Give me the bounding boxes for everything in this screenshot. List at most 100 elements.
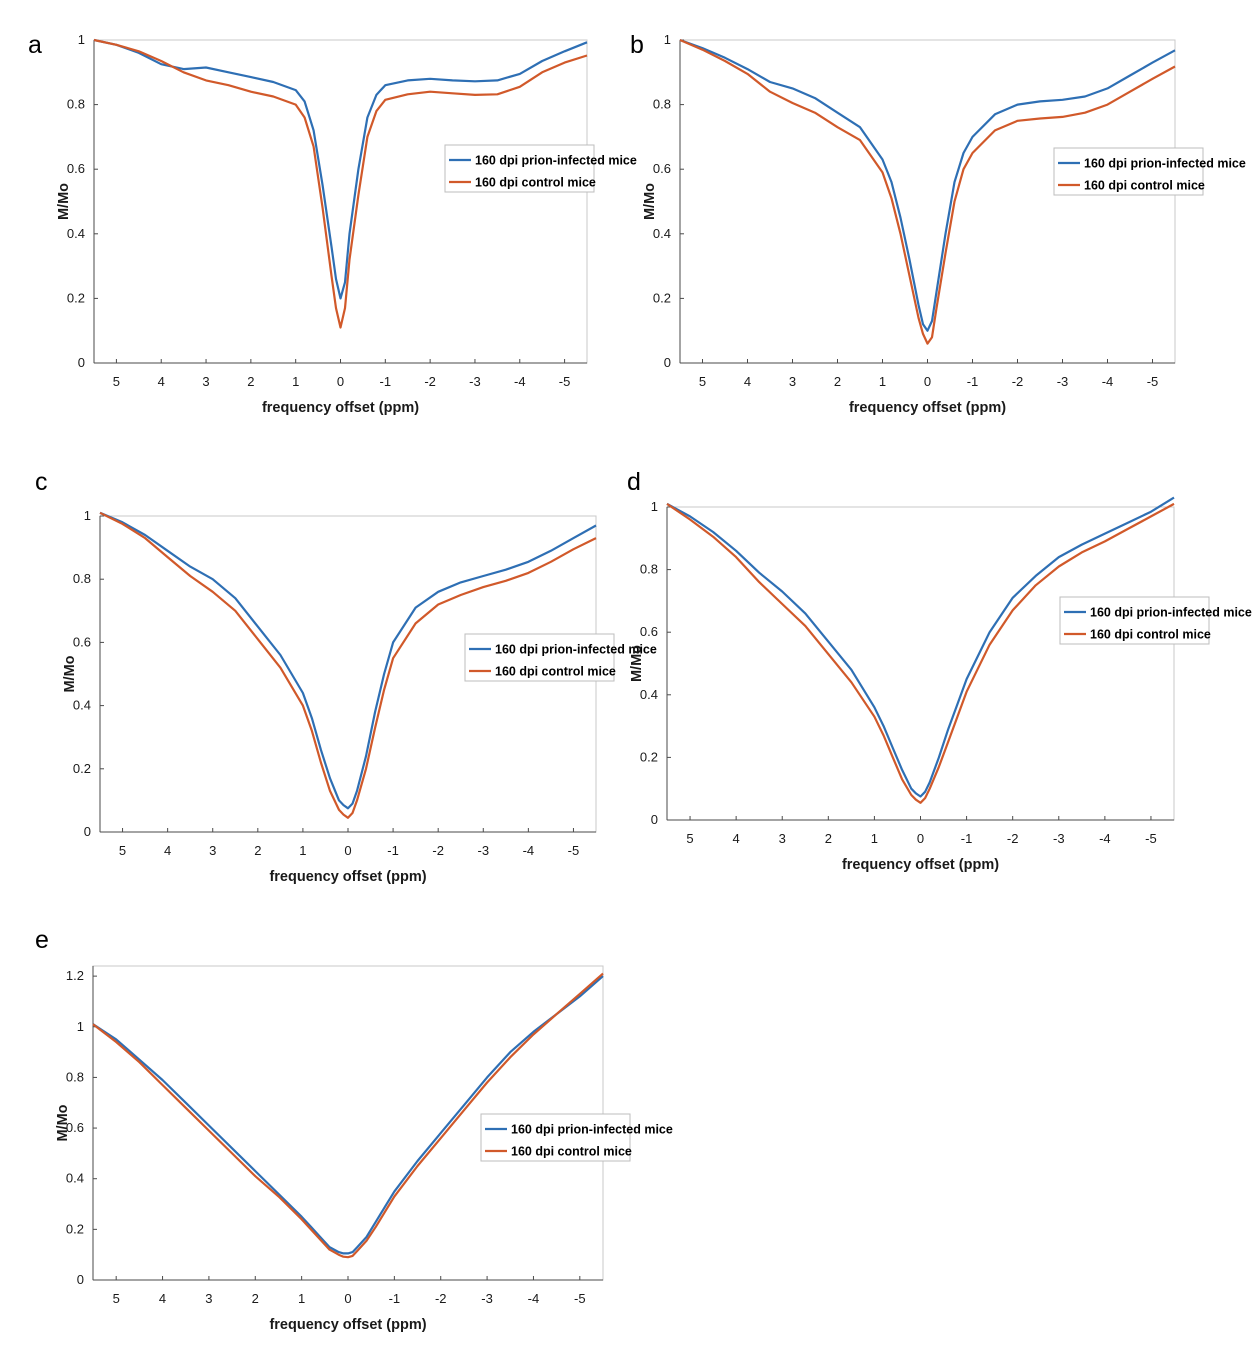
- x-tick-label: -3: [1053, 831, 1065, 846]
- x-tick-label: 0: [344, 1291, 351, 1306]
- x-tick-label: -1: [387, 843, 399, 858]
- y-tick-label: 1.2: [66, 968, 84, 983]
- y-tick-label: 0.6: [66, 1120, 84, 1135]
- x-tick-label: 4: [159, 1291, 166, 1306]
- x-tick-label: -2: [435, 1291, 447, 1306]
- panel-c: c 5 4 3 2 1 0 -1 -2 -3 -4 -5 0 0.2 0.4 0.6 0.8 1 frequency…: [35, 468, 657, 885]
- x-tick-label: -2: [432, 843, 444, 858]
- y-tick-label: 0.2: [653, 290, 671, 305]
- legend-label-control: 160 dpi control mice: [495, 665, 616, 679]
- x-tick-label: -1: [389, 1291, 401, 1306]
- x-axis-title: frequency offset (ppm): [269, 1317, 426, 1333]
- y-tick-label: 0.2: [73, 761, 91, 776]
- x-tick-label: -1: [961, 831, 973, 846]
- x-axis-title: frequency offset (ppm): [269, 869, 426, 885]
- x-tick-label: 3: [202, 374, 209, 389]
- y-tick-label: 0.4: [640, 687, 658, 702]
- legend-label-control: 160 dpi control mice: [511, 1145, 632, 1159]
- x-tick-label: -3: [477, 843, 489, 858]
- y-tick-label: 0: [664, 355, 671, 370]
- series-line-infected: [93, 38, 588, 300]
- panel-e: e 5 4 3 2 1 0 -1 -2 -3 -4 -5 0 0.2 0.4 0.6 0.8 1 1.2 freque…: [35, 926, 673, 1333]
- series-line-control: [93, 38, 588, 329]
- legend-box: [464, 633, 615, 682]
- x-tick-label: 5: [113, 1291, 120, 1306]
- x-tick-label: 2: [247, 374, 254, 389]
- x-tick-label: 1: [299, 843, 306, 858]
- x-tick-label: 2: [254, 843, 261, 858]
- legend: 160 dpi prion-infected mice 160 dpi contr…: [480, 1113, 673, 1162]
- legend: 160 dpi prion-infected mice 160 dpi contr…: [1059, 596, 1252, 645]
- panel-letter: c: [35, 468, 48, 496]
- legend-label-infected: 160 dpi prion-infected mice: [495, 643, 657, 657]
- legend: 160 dpi prion-infected mice 160 dpi contr…: [444, 144, 637, 193]
- y-tick-label: 0.8: [66, 1069, 84, 1084]
- y-tick-label: 1: [78, 32, 85, 47]
- y-axis-title: M/Mo: [629, 645, 645, 682]
- legend: 160 dpi prion-infected mice 160 dpi contr…: [464, 633, 657, 682]
- x-tick-label: 3: [209, 843, 216, 858]
- y-tick-label: 1: [84, 508, 91, 523]
- plot-frame: [666, 506, 1175, 821]
- panel-letter: a: [28, 31, 42, 59]
- legend-box: [444, 144, 595, 193]
- y-tick-label: 0.8: [67, 97, 85, 112]
- x-tick-label: 0: [344, 843, 351, 858]
- series-line-infected: [92, 975, 604, 1255]
- x-tick-label: -4: [1102, 374, 1114, 389]
- x-tick-label: 3: [789, 374, 796, 389]
- legend-box: [1053, 147, 1204, 196]
- x-tick-label: 1: [871, 831, 878, 846]
- x-tick-label: 4: [158, 374, 165, 389]
- x-tick-label: 3: [779, 831, 786, 846]
- y-axis-title: M/Mo: [56, 183, 72, 220]
- x-tick-label: -3: [481, 1291, 493, 1306]
- x-tick-label: 4: [164, 843, 171, 858]
- x-tick-label: 1: [292, 374, 299, 389]
- x-axis-title: frequency offset (ppm): [849, 400, 1006, 416]
- y-tick-label: 0: [651, 812, 658, 827]
- y-tick-label: 1: [651, 499, 658, 514]
- y-tick-label: 0.4: [66, 1171, 84, 1186]
- y-tick-label: 0.6: [73, 634, 91, 649]
- y-tick-label: 0.6: [653, 161, 671, 176]
- x-tick-label: -5: [559, 374, 571, 389]
- x-tick-label: -4: [523, 843, 535, 858]
- y-tick-label: 0.8: [73, 571, 91, 586]
- panel-d: d 5 4 3 2 1 0 -1 -2 -3 -4 -5 0 0.2 0.4 0.6 0.8 1 frequency…: [627, 468, 1252, 873]
- legend-box: [1059, 596, 1210, 645]
- panel-a: a 5 4 3 2 1 0 -1 -2 -3 -4 -5 0 0.2 0.4 0.6 0.8 1 frequency…: [28, 31, 637, 416]
- x-tick-label: -3: [469, 374, 481, 389]
- x-tick-label: -2: [424, 374, 436, 389]
- y-tick-label: 0: [77, 1272, 84, 1287]
- series-line-infected: [99, 511, 597, 810]
- x-tick-label: 2: [825, 831, 832, 846]
- legend-box: [480, 1113, 631, 1162]
- legend-label-infected: 160 dpi prion-infected mice: [1084, 157, 1246, 171]
- series-line-control: [666, 502, 1175, 804]
- series-line-control: [99, 511, 597, 819]
- x-tick-label: 5: [113, 374, 120, 389]
- panel-letter: b: [630, 31, 644, 59]
- x-tick-label: -1: [967, 374, 979, 389]
- y-tick-label: 0.2: [66, 1221, 84, 1236]
- x-tick-label: -4: [528, 1291, 540, 1306]
- y-tick-label: 0.2: [640, 749, 658, 764]
- legend-label-control: 160 dpi control mice: [1090, 628, 1211, 642]
- x-tick-label: 5: [699, 374, 706, 389]
- legend-label-infected: 160 dpi prion-infected mice: [1090, 606, 1252, 620]
- x-tick-label: 5: [686, 831, 693, 846]
- x-tick-label: 0: [917, 831, 924, 846]
- y-tick-label: 1: [77, 1019, 84, 1034]
- x-tick-label: 1: [298, 1291, 305, 1306]
- y-axis-title: M/Mo: [642, 183, 658, 220]
- x-tick-label: 1: [879, 374, 886, 389]
- x-tick-label: -1: [380, 374, 392, 389]
- y-tick-label: 0.4: [67, 226, 85, 241]
- x-axis-title: frequency offset (ppm): [842, 857, 999, 873]
- legend-label-infected: 160 dpi prion-infected mice: [511, 1123, 673, 1137]
- panel-b: b 5 4 3 2 1 0 -1 -2 -3 -4 -5 0 0.2 0.4 0.6 0.8 1 frequency…: [630, 31, 1246, 416]
- panel-letter: d: [627, 468, 641, 496]
- y-tick-label: 0.4: [653, 226, 671, 241]
